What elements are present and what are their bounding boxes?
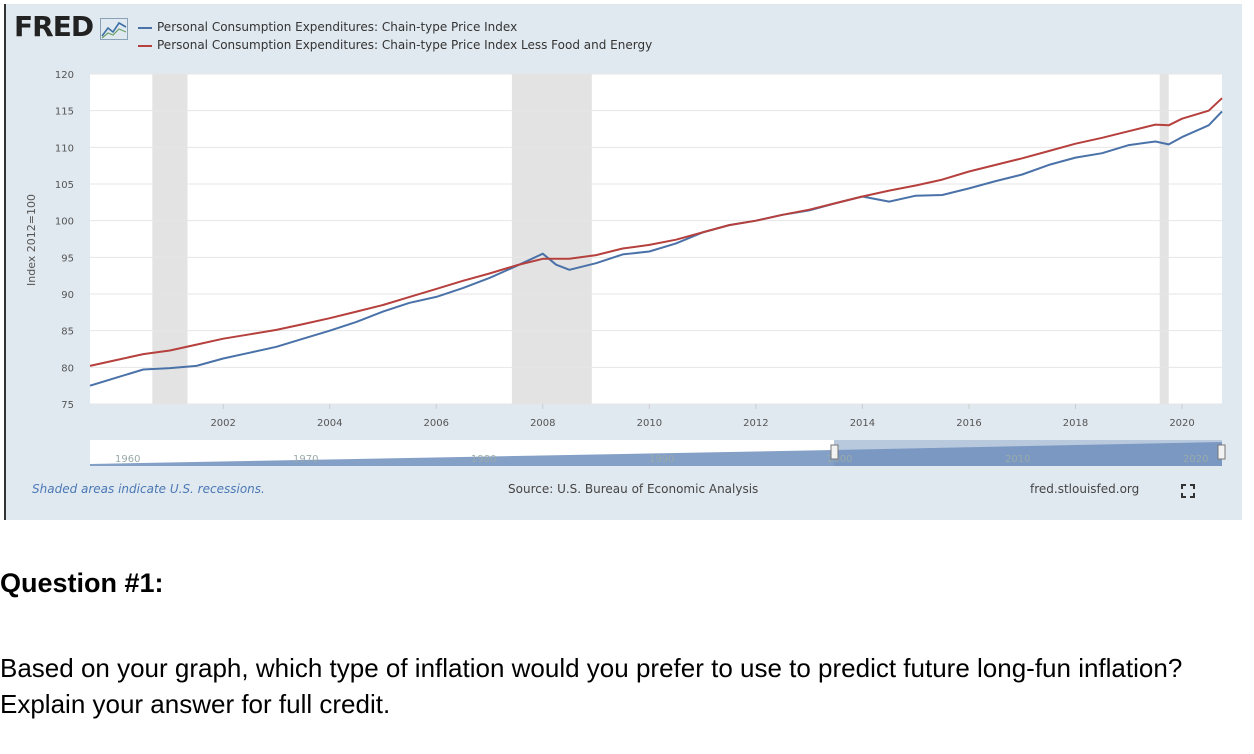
navigator-tick-1960: 1960 bbox=[115, 454, 140, 465]
navigator-tick-2000: 2000 bbox=[827, 454, 852, 465]
question-title: Question #1: bbox=[0, 568, 164, 598]
navigator-tick-1980: 1980 bbox=[471, 454, 496, 465]
x-axis-ticks: 2002 2004 2006 2008 2010 2012 2014 2016 2018 2020 bbox=[210, 404, 1195, 429]
recession-band-2 bbox=[511, 74, 592, 404]
legend-item-core[interactable]: Personal Consumption Expenditures: Chain… bbox=[138, 38, 652, 52]
site-link[interactable]: fred.stlouisfed.org bbox=[1030, 482, 1140, 496]
navigator-tick-2020: 2020 bbox=[1183, 454, 1208, 465]
recession-band-1 bbox=[152, 74, 188, 404]
fred-logo-icon bbox=[100, 18, 128, 40]
navigator-tick-1990: 1990 bbox=[649, 454, 674, 465]
legend-item-pce[interactable]: Personal Consumption Expenditures: Chain… bbox=[138, 20, 517, 34]
x-tick-label-2006: 2006 bbox=[424, 418, 449, 429]
y-axis-label: Index 2012=100 bbox=[25, 194, 38, 286]
recession-band-3 bbox=[1159, 74, 1169, 404]
series-line-pce bbox=[89, 110, 1223, 387]
legend-swatch-core bbox=[138, 44, 152, 47]
fred-logo: FRED bbox=[14, 10, 94, 43]
y-tick-label-80: 80 bbox=[61, 363, 74, 374]
x-tick-label-2010: 2010 bbox=[637, 418, 662, 429]
x-tick-label-2002: 2002 bbox=[210, 418, 235, 429]
recession-bands bbox=[90, 74, 1222, 404]
legend-swatch-pce bbox=[138, 26, 152, 29]
legend-label-core: Personal Consumption Expenditures: Chain… bbox=[157, 38, 653, 52]
x-tick-label-2004: 2004 bbox=[317, 418, 342, 429]
y-tick-label-85: 85 bbox=[61, 327, 74, 338]
navigator-tick-2010: 2010 bbox=[1005, 454, 1030, 465]
y-tick-label-100: 100 bbox=[55, 217, 74, 228]
y-tick-label-110: 110 bbox=[55, 143, 74, 154]
series-lines bbox=[89, 97, 1223, 387]
navigator-tick-1970: 1970 bbox=[293, 454, 318, 465]
legend-label-pce: Personal Consumption Expenditures: Chain… bbox=[157, 20, 518, 34]
x-tick-label-2016: 2016 bbox=[956, 418, 981, 429]
x-tick-label-2008: 2008 bbox=[530, 418, 555, 429]
y-tick-label-115: 115 bbox=[55, 107, 74, 118]
y-tick-label-90: 90 bbox=[61, 290, 74, 301]
x-tick-label-2012: 2012 bbox=[743, 418, 768, 429]
y-tick-label-120: 120 bbox=[55, 70, 74, 81]
recession-note: Shaded areas indicate U.S. recessions. bbox=[32, 482, 265, 496]
source-note: Source: U.S. Bureau of Economic Analysis bbox=[508, 482, 759, 496]
y-tick-label-75: 75 bbox=[61, 400, 74, 411]
y-tick-label-105: 105 bbox=[55, 180, 74, 191]
x-tick-label-2014: 2014 bbox=[850, 418, 875, 429]
x-tick-label-2018: 2018 bbox=[1063, 418, 1088, 429]
navigator-series-area bbox=[90, 442, 1222, 466]
y-tick-label-95: 95 bbox=[61, 253, 74, 264]
navigator-handle-right[interactable] bbox=[1217, 444, 1226, 460]
navigator-handle-left[interactable] bbox=[830, 444, 839, 460]
question-body: Based on your graph, which type of infla… bbox=[0, 653, 1183, 719]
range-navigator[interactable]: 1960 1970 1980 1990 2000 2010 2020 bbox=[90, 440, 1226, 466]
plot-background bbox=[90, 74, 1222, 404]
grid-lines bbox=[90, 73, 1222, 405]
y-axis-ticks: 75 80 85 90 95 100 105 110 115 120 bbox=[55, 70, 74, 411]
series-line-core bbox=[89, 97, 1223, 367]
fullscreen-icon[interactable] bbox=[1181, 484, 1195, 498]
x-tick-label-2020: 2020 bbox=[1169, 418, 1194, 429]
